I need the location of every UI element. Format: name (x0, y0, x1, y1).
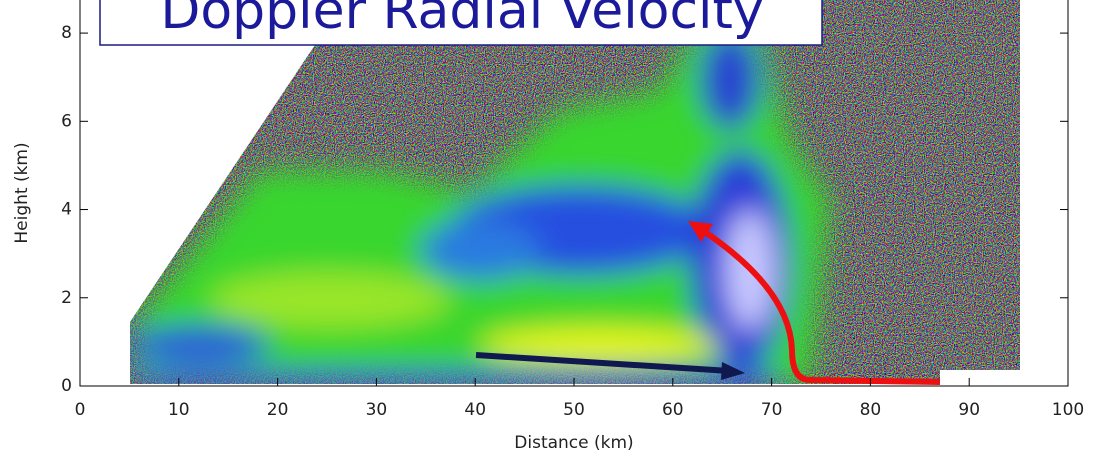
arrow (703, 229, 941, 385)
x-tick-label: 20 (267, 400, 289, 420)
x-tick-label: 70 (761, 400, 783, 420)
y-tick-label: 0 (61, 376, 72, 396)
radar-field (130, 0, 1020, 384)
y-tick-label: 8 (61, 23, 72, 43)
y-tick-label: 4 (61, 200, 72, 220)
x-tick-label: 80 (860, 400, 882, 420)
y-tick-label: 6 (61, 111, 72, 131)
y-axis-label: Height (km) (12, 142, 32, 243)
arrow-head (721, 362, 745, 380)
x-tick-label: 10 (168, 400, 190, 420)
y-tick-label: 2 (61, 288, 72, 308)
x-tick-label: 100 (1052, 400, 1084, 420)
arrow (475, 352, 731, 374)
x-tick-label: 40 (464, 400, 486, 420)
x-tick-label: 50 (563, 400, 585, 420)
x-tick-label: 90 (958, 400, 980, 420)
title-box (99, 0, 823, 46)
x-tick-label: 30 (366, 400, 388, 420)
x-axis-label: Distance (km) (514, 433, 633, 453)
x-tick-label: 60 (662, 400, 684, 420)
arrow-head (688, 221, 713, 242)
x-tick-label: 0 (75, 400, 86, 420)
chart-title: Doppler Radial Velocity (160, 0, 763, 41)
